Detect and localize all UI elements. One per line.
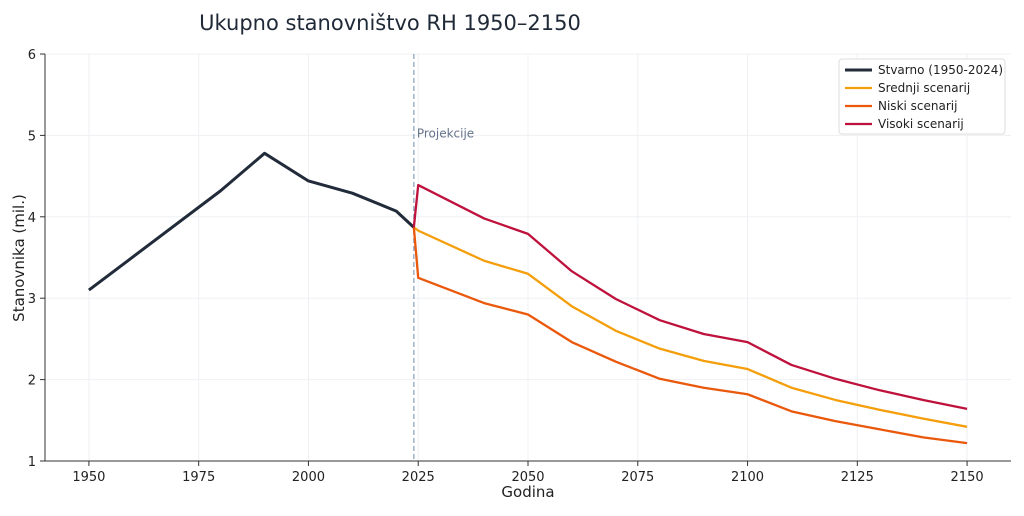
series-line-2 bbox=[412, 227, 968, 445]
y-tick-label: 1 bbox=[28, 455, 36, 470]
projection-label: Projekcije bbox=[417, 126, 474, 140]
legend-label: Stvarno (1950-2024) bbox=[878, 63, 1003, 77]
y-tick-label: 6 bbox=[28, 48, 36, 63]
series-line-1 bbox=[413, 226, 968, 428]
series-lines bbox=[88, 151, 968, 445]
legend: Stvarno (1950-2024) Srednji scenarij Niski… bbox=[838, 58, 1006, 135]
legend-label: Niski scenarij bbox=[878, 99, 957, 113]
legend-label: Srednji scenarij bbox=[878, 81, 970, 95]
projection-annotation: Projekcije bbox=[413, 54, 474, 461]
y-tick-label: 3 bbox=[28, 292, 36, 307]
x-tick-label: 2150 bbox=[951, 470, 984, 485]
x-tick-label: 2025 bbox=[402, 470, 435, 485]
x-tick-label: 2050 bbox=[511, 470, 544, 485]
chart-title: Ukupno stanovništvo RH 1950–2150 bbox=[199, 11, 581, 35]
x-tick-label: 2100 bbox=[731, 470, 764, 485]
y-axis-label: Stanovnika (mil.) bbox=[10, 194, 28, 322]
y-tick-label: 2 bbox=[28, 374, 36, 389]
x-tick-label: 2075 bbox=[621, 470, 654, 485]
legend-label: Visoki scenarij bbox=[878, 117, 964, 131]
ticks: 1950 1975 2000 2025 2050 2075 2100 2125 2150 1 2 3 4… bbox=[28, 48, 984, 485]
x-tick-label: 1975 bbox=[182, 470, 215, 485]
x-tick-label: 1950 bbox=[72, 470, 105, 485]
y-tick-label: 4 bbox=[28, 211, 36, 226]
x-tick-label: 2000 bbox=[292, 470, 325, 485]
legend-box bbox=[838, 58, 1006, 135]
x-axis-label: Godina bbox=[501, 483, 554, 501]
series-line-0 bbox=[88, 151, 415, 292]
x-tick-label: 2125 bbox=[841, 470, 874, 485]
y-tick-label: 5 bbox=[28, 129, 36, 144]
series-line-3 bbox=[412, 183, 968, 411]
